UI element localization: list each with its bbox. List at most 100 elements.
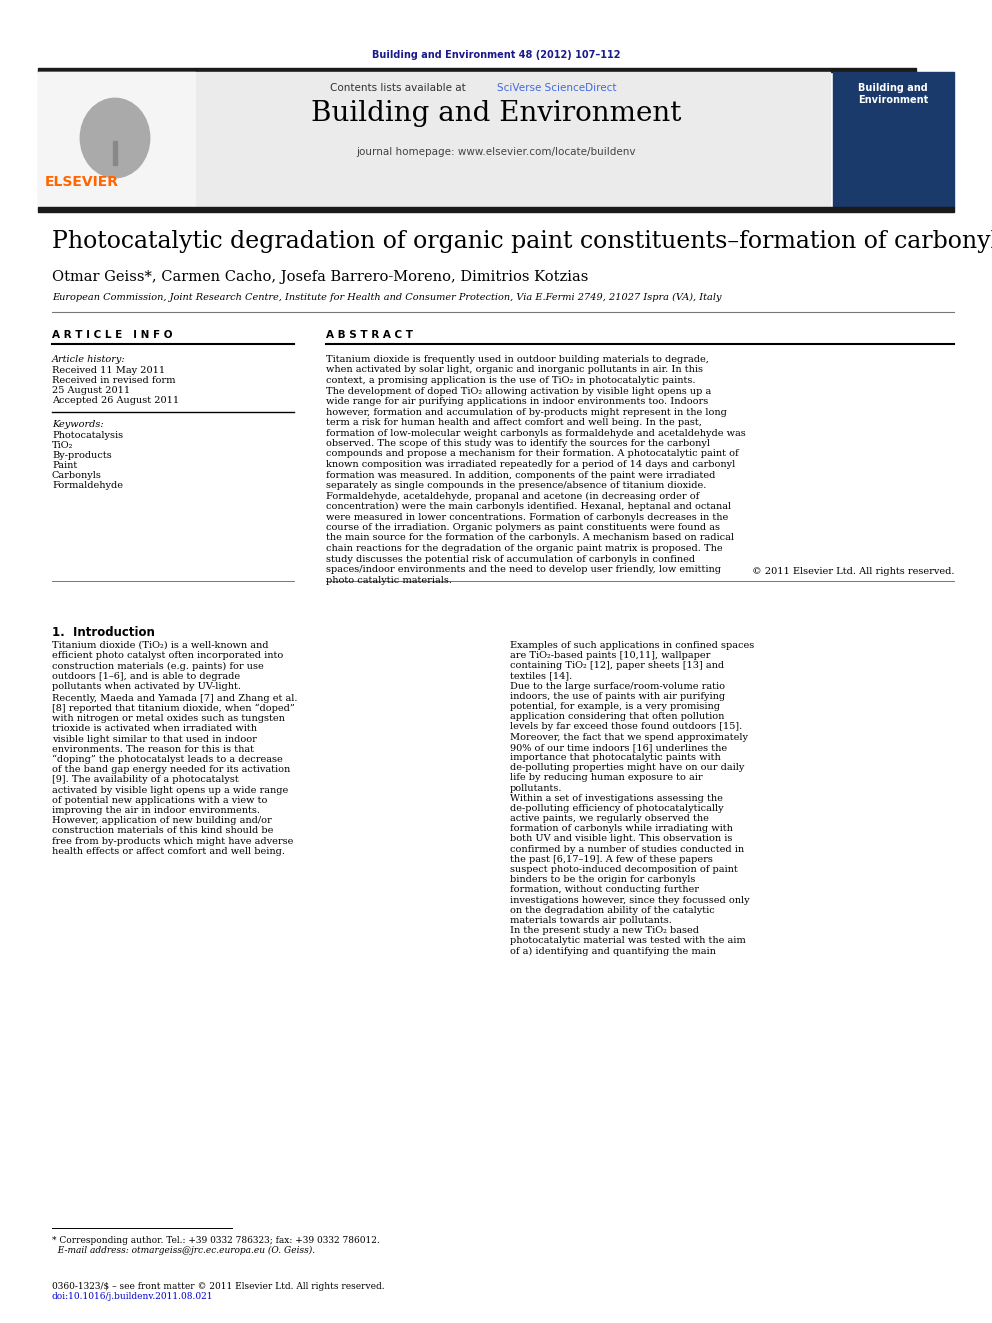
Text: Photocatalytic degradation of organic paint constituents–formation of carbonyls: Photocatalytic degradation of organic pa…	[52, 230, 992, 253]
Text: Due to the large surface/room-volume ratio: Due to the large surface/room-volume rat…	[510, 681, 725, 691]
Text: course of the irradiation. Organic polymers as paint constituents were found as: course of the irradiation. Organic polym…	[326, 523, 720, 532]
Bar	[38, 71, 830, 206]
Text: with nitrogen or metal oxides such as tungsten: with nitrogen or metal oxides such as tu…	[52, 714, 285, 724]
Text: on the degradation ability of the catalytic: on the degradation ability of the cataly…	[510, 906, 715, 914]
Text: Titanium dioxide (TiO₂) is a well-known and: Titanium dioxide (TiO₂) is a well-known …	[52, 642, 269, 650]
Text: of the band gap energy needed for its activation: of the band gap energy needed for its ac…	[52, 765, 291, 774]
Text: “doping” the photocatalyst leads to a decrease: “doping” the photocatalyst leads to a de…	[52, 755, 283, 765]
Text: of a) identifying and quantifying the main: of a) identifying and quantifying the ma…	[510, 946, 716, 955]
Text: However, application of new building and/or: However, application of new building and…	[52, 816, 272, 826]
Text: ELSEVIER: ELSEVIER	[45, 175, 119, 189]
Text: 90% of our time indoors [16] underlines the: 90% of our time indoors [16] underlines …	[510, 742, 727, 751]
Text: A R T I C L E   I N F O: A R T I C L E I N F O	[52, 329, 173, 340]
Text: By-products: By-products	[52, 451, 112, 460]
Text: importance that photocatalytic paints with: importance that photocatalytic paints wi…	[510, 753, 721, 762]
Text: however, formation and accumulation of by-products might represent in the long: however, formation and accumulation of b…	[326, 407, 727, 417]
Text: [9]. The availability of a photocatalyst: [9]. The availability of a photocatalyst	[52, 775, 239, 785]
Text: application considering that often pollution: application considering that often pollu…	[510, 712, 724, 721]
Text: potential, for example, is a very promising: potential, for example, is a very promis…	[510, 703, 720, 710]
Text: Photocatalysis: Photocatalysis	[52, 431, 123, 441]
Text: journal homepage: www.elsevier.com/locate/buildenv: journal homepage: www.elsevier.com/locat…	[356, 147, 636, 157]
Bar	[833, 71, 954, 206]
Text: separately as single compounds in the presence/absence of titanium dioxide.: separately as single compounds in the pr…	[326, 482, 706, 490]
Text: de-polluting efficiency of photocatalytically: de-polluting efficiency of photocatalyti…	[510, 804, 723, 812]
Text: Building and Environment 48 (2012) 107–112: Building and Environment 48 (2012) 107–1…	[372, 50, 620, 60]
Text: outdoors [1–6], and is able to degrade: outdoors [1–6], and is able to degrade	[52, 672, 240, 680]
Text: environments. The reason for this is that: environments. The reason for this is tha…	[52, 745, 254, 754]
Text: * Corresponding author. Tel.: +39 0332 786323; fax: +39 0332 786012.: * Corresponding author. Tel.: +39 0332 7…	[52, 1236, 380, 1245]
Text: Accepted 26 August 2011: Accepted 26 August 2011	[52, 396, 180, 405]
Text: pollutants.: pollutants.	[510, 783, 562, 792]
Text: textiles [14].: textiles [14].	[510, 672, 572, 680]
Text: Examples of such applications in confined spaces: Examples of such applications in confine…	[510, 642, 754, 650]
Bar	[38, 71, 195, 206]
Text: Keywords:: Keywords:	[52, 419, 103, 429]
Text: Titanium dioxide is frequently used in outdoor building materials to degrade,: Titanium dioxide is frequently used in o…	[326, 355, 709, 364]
Text: TiO₂: TiO₂	[52, 441, 73, 450]
Bar	[113, 142, 117, 165]
Text: Moreover, the fact that we spend approximately: Moreover, the fact that we spend approxi…	[510, 733, 748, 742]
Text: wide range for air purifying applications in indoor environments too. Indoors: wide range for air purifying application…	[326, 397, 708, 406]
Text: trioxide is activated when irradiated with: trioxide is activated when irradiated wi…	[52, 725, 257, 733]
Text: construction materials (e.g. paints) for use: construction materials (e.g. paints) for…	[52, 662, 264, 671]
Text: de-polluting properties might have on our daily: de-polluting properties might have on ou…	[510, 763, 744, 773]
Text: doi:10.1016/j.buildenv.2011.08.021: doi:10.1016/j.buildenv.2011.08.021	[52, 1293, 213, 1301]
Text: spaces/indoor environments and the need to develop user friendly, low emitting: spaces/indoor environments and the need …	[326, 565, 721, 574]
Text: Paint: Paint	[52, 460, 77, 470]
Text: are TiO₂-based paints [10,11], wallpaper: are TiO₂-based paints [10,11], wallpaper	[510, 651, 710, 660]
Text: SciVerse ScienceDirect: SciVerse ScienceDirect	[497, 83, 616, 93]
Text: materials towards air pollutants.: materials towards air pollutants.	[510, 916, 672, 925]
Text: 25 August 2011: 25 August 2011	[52, 386, 130, 396]
Text: Formaldehyde: Formaldehyde	[52, 482, 123, 490]
Text: [8] reported that titanium dioxide, when “doped”: [8] reported that titanium dioxide, when…	[52, 704, 295, 713]
Bar	[38, 67, 916, 71]
Text: The development of doped TiO₂ allowing activation by visible light opens up a: The development of doped TiO₂ allowing a…	[326, 386, 711, 396]
Text: improving the air in indoor environments.: improving the air in indoor environments…	[52, 806, 260, 815]
Text: investigations however, since they focussed only: investigations however, since they focus…	[510, 896, 750, 905]
Text: visible light similar to that used in indoor: visible light similar to that used in in…	[52, 734, 257, 744]
Text: construction materials of this kind should be: construction materials of this kind shou…	[52, 827, 274, 835]
Text: Contents lists available at: Contents lists available at	[330, 83, 469, 93]
Text: were measured in lower concentrations. Formation of carbonyls decreases in the: were measured in lower concentrations. F…	[326, 512, 728, 521]
Text: Building and: Building and	[858, 83, 928, 93]
Text: of potential new applications with a view to: of potential new applications with a vie…	[52, 796, 268, 804]
Text: suspect photo-induced decomposition of paint: suspect photo-induced decomposition of p…	[510, 865, 738, 875]
Text: efficient photo catalyst often incorporated into: efficient photo catalyst often incorpora…	[52, 651, 284, 660]
Ellipse shape	[80, 98, 150, 177]
Text: known composition was irradiated repeatedly for a period of 14 days and carbonyl: known composition was irradiated repeate…	[326, 460, 735, 468]
Text: 0360-1323/$ – see front matter © 2011 Elsevier Ltd. All rights reserved.: 0360-1323/$ – see front matter © 2011 El…	[52, 1282, 385, 1291]
Text: pollutants when activated by UV-light.: pollutants when activated by UV-light.	[52, 681, 241, 691]
Text: compounds and propose a mechanism for their formation. A photocatalytic paint of: compounds and propose a mechanism for th…	[326, 450, 739, 459]
Text: observed. The scope of this study was to identify the sources for the carbonyl: observed. The scope of this study was to…	[326, 439, 710, 448]
Text: when activated by solar light, organic and inorganic pollutants in air. In this: when activated by solar light, organic a…	[326, 365, 703, 374]
Text: concentration) were the main carbonyls identified. Hexanal, heptanal and octanal: concentration) were the main carbonyls i…	[326, 501, 731, 511]
Text: free from by-products which might have adverse: free from by-products which might have a…	[52, 836, 294, 845]
Text: Environment: Environment	[858, 95, 929, 105]
Text: © 2011 Elsevier Ltd. All rights reserved.: © 2011 Elsevier Ltd. All rights reserved…	[752, 568, 954, 576]
Text: Article history:: Article history:	[52, 355, 126, 364]
Text: Formaldehyde, acetaldehyde, propanal and acetone (in decreasing order of: Formaldehyde, acetaldehyde, propanal and…	[326, 492, 699, 500]
Text: A B S T R A C T: A B S T R A C T	[326, 329, 413, 340]
Text: Otmar Geiss*, Carmen Cacho, Josefa Barrero-Moreno, Dimitrios Kotzias: Otmar Geiss*, Carmen Cacho, Josefa Barre…	[52, 270, 588, 284]
Text: formation, without conducting further: formation, without conducting further	[510, 885, 699, 894]
Text: formation was measured. In addition, components of the paint were irradiated: formation was measured. In addition, com…	[326, 471, 715, 479]
Text: indoors, the use of paints with air purifying: indoors, the use of paints with air puri…	[510, 692, 725, 701]
Text: binders to be the origin for carbonyls: binders to be the origin for carbonyls	[510, 876, 695, 884]
Text: E-mail address: otmargeiss@jrc.ec.europa.eu (O. Geiss).: E-mail address: otmargeiss@jrc.ec.europa…	[52, 1246, 315, 1256]
Text: life by reducing human exposure to air: life by reducing human exposure to air	[510, 774, 702, 782]
Text: confirmed by a number of studies conducted in: confirmed by a number of studies conduct…	[510, 844, 744, 853]
Text: In the present study a new TiO₂ based: In the present study a new TiO₂ based	[510, 926, 699, 935]
Text: context, a promising application is the use of TiO₂ in photocatalytic paints.: context, a promising application is the …	[326, 376, 695, 385]
Text: levels by far exceed those found outdoors [15].: levels by far exceed those found outdoor…	[510, 722, 742, 732]
Text: European Commission, Joint Research Centre, Institute for Health and Consumer Pr: European Commission, Joint Research Cent…	[52, 292, 721, 302]
Text: term a risk for human health and affect comfort and well being. In the past,: term a risk for human health and affect …	[326, 418, 702, 427]
Text: the past [6,17–19]. A few of these papers: the past [6,17–19]. A few of these paper…	[510, 855, 713, 864]
Text: photocatalytic material was tested with the aim: photocatalytic material was tested with …	[510, 937, 746, 945]
Text: formation of carbonyls while irradiating with: formation of carbonyls while irradiating…	[510, 824, 733, 833]
Text: Received 11 May 2011: Received 11 May 2011	[52, 366, 165, 374]
Text: formation of low-molecular weight carbonyls as formaldehyde and acetaldehyde was: formation of low-molecular weight carbon…	[326, 429, 746, 438]
Text: Received in revised form: Received in revised form	[52, 376, 176, 385]
Text: Carbonyls: Carbonyls	[52, 471, 102, 480]
Text: Building and Environment: Building and Environment	[310, 101, 682, 127]
Text: Recently, Maeda and Yamada [7] and Zhang et al.: Recently, Maeda and Yamada [7] and Zhang…	[52, 693, 298, 703]
